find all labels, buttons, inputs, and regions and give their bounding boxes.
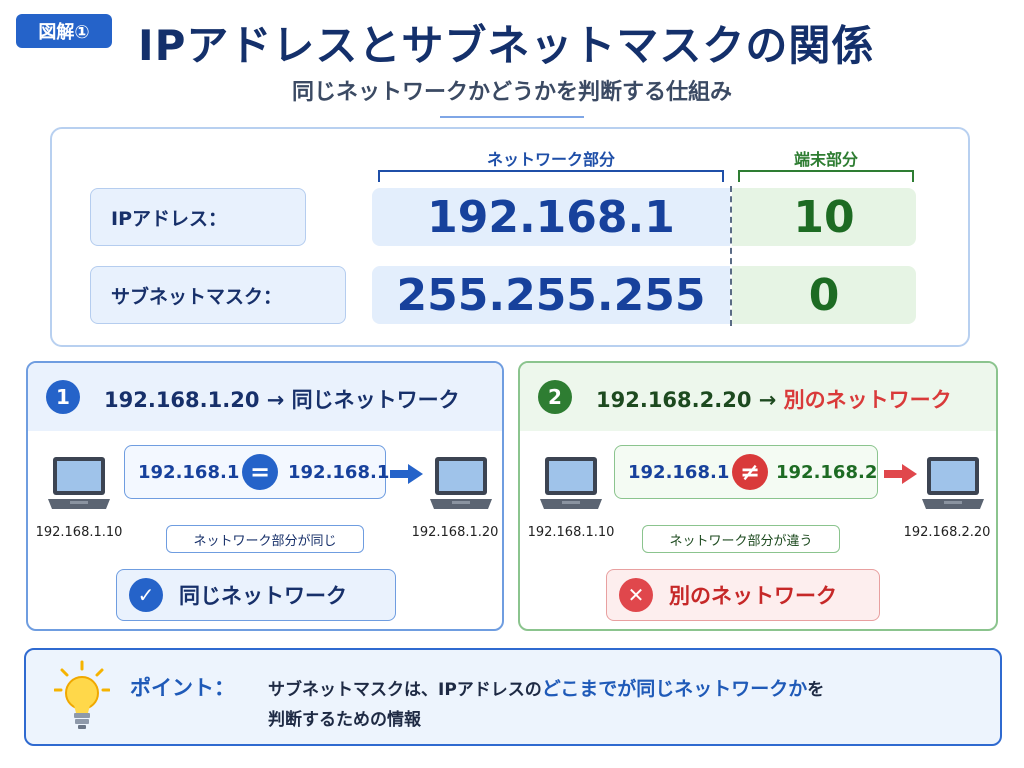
check-icon: ✓ xyxy=(129,578,163,612)
mask-host-part: 0 xyxy=(732,266,916,324)
key-point-box xyxy=(24,648,1002,746)
key-point-text: サブネットマスクは、IPアドレスのどこまでが同じネットワークかを 判断するための… xyxy=(268,674,824,735)
different-network-result: ✕ 別のネットワーク xyxy=(606,569,880,621)
figure-badge: 図解① xyxy=(16,14,112,48)
source-device-label: 192.168.1.10 xyxy=(35,525,123,540)
lightbulb-icon xyxy=(53,660,111,740)
compare-left-value: 192.168.1 xyxy=(628,462,730,483)
source-device-label: 192.168.1.10 xyxy=(527,525,615,540)
network-same-note: ネットワーク部分が同じ xyxy=(166,525,364,553)
network-part-bracket xyxy=(378,170,724,182)
laptop-icon xyxy=(538,455,604,517)
cross-icon: ✕ xyxy=(619,578,653,612)
not-equal-icon: ≠ xyxy=(732,454,768,490)
compare-right-value: 192.168.2 xyxy=(776,462,878,483)
example-same-network-panel: 1 192.168.1.20 → 同じネットワーク 192.168.1.10 1… xyxy=(26,361,504,631)
key-point-label: ポイント： xyxy=(130,676,235,700)
example-1-title: 192.168.1.20 → 同じネットワーク xyxy=(104,388,460,412)
key-point-text-part: を xyxy=(807,680,825,700)
example-2-title-address: 192.168.2.20 → xyxy=(596,388,784,412)
host-part-bracket xyxy=(738,170,914,182)
arrow-right-icon xyxy=(390,463,424,489)
key-point-emphasis: どこまでが同じネットワークか xyxy=(541,678,808,700)
compare-right-value: 192.168.1 xyxy=(288,462,390,483)
dest-device-label: 192.168.1.20 xyxy=(411,525,499,540)
subnet-mask-label: サブネットマスク： xyxy=(90,266,346,324)
laptop-icon xyxy=(46,455,112,517)
compare-left-value: 192.168.1 xyxy=(138,462,240,483)
ip-address-label: IPアドレス： xyxy=(90,188,306,246)
example-2-title-highlight: 別のネットワーク xyxy=(783,388,952,412)
ip-host-part: 10 xyxy=(732,188,916,246)
network-host-divider xyxy=(730,186,732,326)
example-2-header xyxy=(520,363,996,431)
dest-device-label: 192.168.2.20 xyxy=(903,525,991,540)
mask-network-part: 255.255.255 xyxy=(372,266,730,324)
key-point-line-2: 判断するための情報 xyxy=(268,710,421,730)
equals-icon: = xyxy=(242,454,278,490)
arrow-right-icon xyxy=(884,463,918,489)
example-different-network-panel: 2 192.168.2.20 → 別のネットワーク 192.168.1.10 1… xyxy=(518,361,998,631)
page-title: IPアドレスとサブネットマスクの関係 xyxy=(138,21,875,70)
laptop-icon xyxy=(920,455,986,517)
ip-network-part: 192.168.1 xyxy=(372,188,730,246)
example-1-header xyxy=(28,363,502,431)
key-point-line-1: サブネットマスクは、IPアドレスのどこまでが同じネットワークかを xyxy=(268,674,824,705)
network-different-note: ネットワーク部分が違う xyxy=(642,525,840,553)
host-part-header: 端末部分 xyxy=(793,150,858,169)
key-point-text-part: サブネットマスクは、IPアドレスの xyxy=(268,680,542,700)
same-network-result: ✓ 同じネットワーク xyxy=(116,569,396,621)
same-network-result-label: 同じネットワーク xyxy=(179,584,347,608)
example-2-number: 2 xyxy=(538,380,572,414)
example-1-number: 1 xyxy=(46,380,80,414)
subtitle-underline xyxy=(440,116,584,118)
different-network-result-label: 別のネットワーク xyxy=(669,584,837,608)
laptop-icon xyxy=(428,455,494,517)
page-subtitle: 同じネットワークかどうかを判断する仕組み xyxy=(291,80,732,105)
network-part-header: ネットワーク部分 xyxy=(486,150,615,169)
example-2-title: 192.168.2.20 → 別のネットワーク xyxy=(596,384,952,414)
